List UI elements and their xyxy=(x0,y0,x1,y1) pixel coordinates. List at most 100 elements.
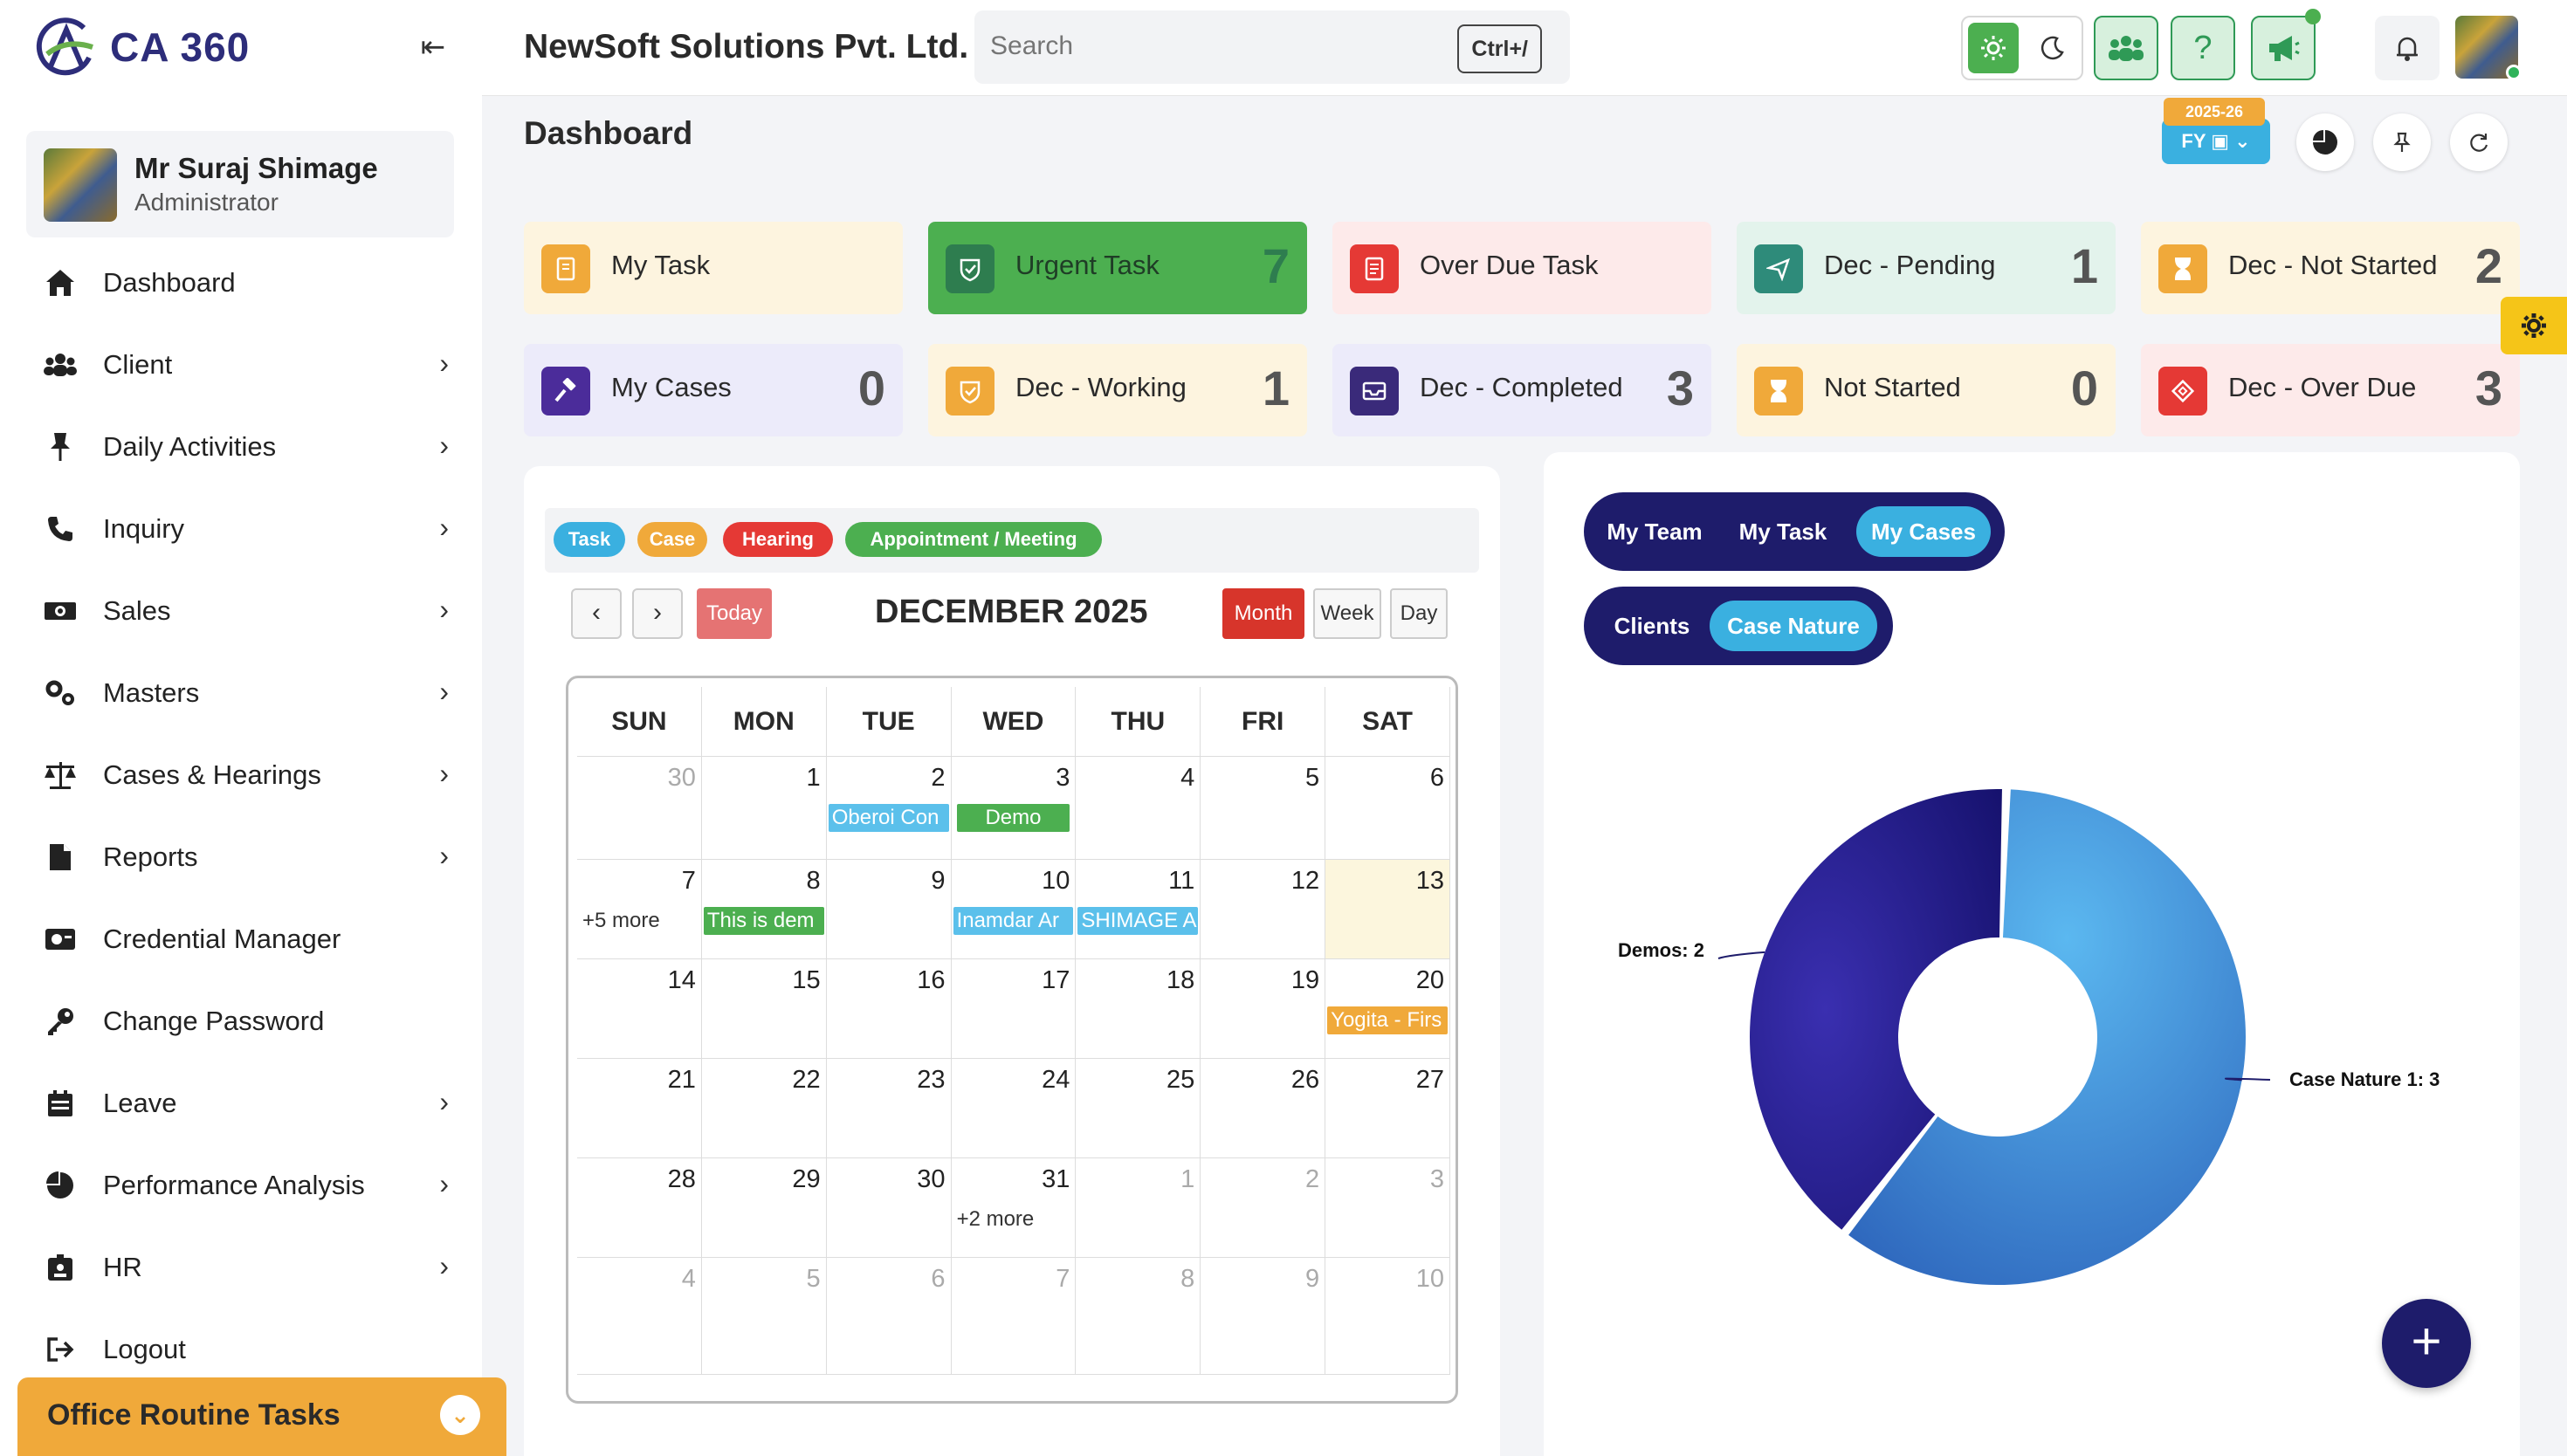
calendar-day-cell[interactable]: 17 xyxy=(951,959,1077,1059)
stat-card-dec-not-started[interactable]: Dec - Not Started 2 xyxy=(2141,222,2520,314)
calendar-day-cell[interactable]: 7 xyxy=(951,1258,1077,1375)
stat-card-over-due-task[interactable]: Over Due Task xyxy=(1332,222,1711,314)
calendar-day-cell[interactable]: 4 xyxy=(1076,757,1201,860)
calendar-day-cell[interactable]: 6 xyxy=(826,1258,952,1375)
calendar-event[interactable]: Yogita - Firs xyxy=(1327,1006,1448,1034)
sidebar-item-change-password[interactable]: Change Password xyxy=(38,995,449,1047)
sidebar-item-dashboard[interactable]: Dashboard xyxy=(38,257,449,309)
prev-month-button[interactable]: ‹ xyxy=(571,588,622,639)
calendar-day-cell[interactable]: 30 xyxy=(577,757,702,860)
today-button[interactable]: Today xyxy=(697,588,772,639)
sidebar-item-cases-hearings[interactable]: Cases & Hearings › xyxy=(38,749,449,801)
donut-slice-demos[interactable] xyxy=(1750,789,2002,1230)
calendar-day-cell[interactable]: 21 xyxy=(577,1059,702,1158)
calendar-day-cell[interactable]: 22 xyxy=(701,1059,827,1158)
calendar-day-cell[interactable]: 25 xyxy=(1076,1059,1201,1158)
calendar-event[interactable]: Demo xyxy=(956,804,1070,832)
calendar-day-cell[interactable]: 27 xyxy=(1325,1059,1450,1158)
stat-card-urgent-task[interactable]: Urgent Task 7 xyxy=(928,222,1307,314)
bell-icon[interactable] xyxy=(2375,16,2440,80)
calendar-day-cell[interactable]: 8 This is dem xyxy=(701,860,827,959)
day-view-button[interactable]: Day xyxy=(1390,588,1448,639)
tab-my-task[interactable]: My Task xyxy=(1738,519,1827,545)
week-view-button[interactable]: Week xyxy=(1313,588,1381,639)
office-routine-bar[interactable]: Office Routine Tasks ⌄ xyxy=(17,1377,506,1456)
help-icon[interactable]: ? xyxy=(2171,16,2235,80)
calendar-day-cell[interactable]: 3 xyxy=(1325,1158,1450,1258)
calendar-day-cell[interactable]: 28 xyxy=(577,1158,702,1258)
sidebar-item-sales[interactable]: Sales › xyxy=(38,585,449,637)
stat-card-dec-over-due[interactable]: Dec - Over Due 3 xyxy=(2141,344,2520,436)
calendar-day-cell[interactable]: 16 xyxy=(826,959,952,1059)
calendar-day-cell[interactable]: 31 +2 more xyxy=(951,1158,1077,1258)
sidebar-item-client[interactable]: Client › xyxy=(38,339,449,391)
calendar-day-cell[interactable]: 10 Inamdar Ar xyxy=(951,860,1077,959)
sidebar-item-credential-manager[interactable]: Credential Manager xyxy=(38,913,449,965)
megaphone-icon[interactable] xyxy=(2251,16,2316,80)
team-icon[interactable] xyxy=(2094,16,2158,80)
pin-icon[interactable] xyxy=(2373,113,2431,171)
calendar-day-cell[interactable]: 26 xyxy=(1201,1059,1326,1158)
calendar-day-cell[interactable]: 5 xyxy=(701,1258,827,1375)
calendar-day-cell[interactable]: 20 Yogita - Firs xyxy=(1325,959,1450,1059)
stat-card-dec-working[interactable]: Dec - Working 1 xyxy=(928,344,1307,436)
sidebar-item-leave[interactable]: Leave › xyxy=(38,1077,449,1130)
calendar-day-cell[interactable]: 3 Demo xyxy=(951,757,1077,860)
calendar-day-cell[interactable]: 4 xyxy=(577,1258,702,1375)
filter-chip-hearing[interactable]: Hearing xyxy=(723,522,833,557)
stat-card-not-started[interactable]: Not Started 0 xyxy=(1737,344,2116,436)
calendar-day-cell[interactable]: 13 xyxy=(1325,860,1450,959)
refresh-icon[interactable] xyxy=(2450,113,2508,171)
stat-card-my-task[interactable]: My Task xyxy=(524,222,903,314)
calendar-event[interactable]: Inamdar Ar xyxy=(953,907,1074,935)
sidebar-item-reports[interactable]: Reports › xyxy=(38,831,449,883)
calendar-day-cell[interactable]: 29 xyxy=(701,1158,827,1258)
search-input[interactable] xyxy=(990,24,1427,68)
calendar-day-cell[interactable]: 24 xyxy=(951,1059,1077,1158)
tab-clients[interactable]: Clients xyxy=(1614,613,1690,639)
calendar-day-cell[interactable]: 19 xyxy=(1201,959,1326,1059)
calendar-day-cell[interactable]: 11 SHIMAGE A xyxy=(1076,860,1201,959)
calendar-day-cell[interactable]: 12 xyxy=(1201,860,1326,959)
add-fab-button[interactable]: + xyxy=(2382,1299,2471,1388)
tab-my-cases[interactable]: My Cases xyxy=(1856,506,1991,557)
calendar-day-cell[interactable]: 6 xyxy=(1325,757,1450,860)
calendar-day-cell[interactable]: 2 Oberoi Con xyxy=(826,757,952,860)
calendar-day-cell[interactable]: 9 xyxy=(826,860,952,959)
search-box[interactable]: Ctrl+/ xyxy=(974,10,1570,84)
calendar-day-cell[interactable]: 10 xyxy=(1325,1258,1450,1375)
filter-chip-case[interactable]: Case xyxy=(637,522,707,557)
filter-chip-appointment-meeting[interactable]: Appointment / Meeting xyxy=(845,522,1102,557)
app-logo[interactable]: CA 360 xyxy=(31,12,250,82)
profile-card[interactable]: Mr Suraj Shimage Administrator xyxy=(26,131,454,237)
calendar-day-cell[interactable]: 23 xyxy=(826,1059,952,1158)
calendar-day-cell[interactable]: 9 xyxy=(1201,1258,1326,1375)
sun-icon[interactable] xyxy=(1968,23,2019,73)
calendar-day-cell[interactable]: 5 xyxy=(1201,757,1326,860)
sidebar-item-inquiry[interactable]: Inquiry › xyxy=(38,503,449,555)
calendar-day-cell[interactable]: 1 xyxy=(701,757,827,860)
donut-slice-case-nature-1[interactable] xyxy=(1848,789,2246,1285)
calendar-event[interactable]: Oberoi Con xyxy=(828,804,949,832)
next-month-button[interactable]: › xyxy=(632,588,683,639)
month-view-button[interactable]: Month xyxy=(1222,588,1304,639)
calendar-day-cell[interactable]: 18 xyxy=(1076,959,1201,1059)
calendar-day-cell[interactable]: 8 xyxy=(1076,1258,1201,1375)
calendar-day-cell[interactable]: 2 xyxy=(1201,1158,1326,1258)
tab-my-team[interactable]: My Team xyxy=(1607,519,1703,545)
sidebar-item-hr[interactable]: HR › xyxy=(38,1241,449,1294)
calendar-event[interactable]: SHIMAGE A xyxy=(1077,907,1199,935)
settings-gear-icon[interactable] xyxy=(2501,297,2567,354)
sidebar-item-masters[interactable]: Masters › xyxy=(38,667,449,719)
calendar-day-cell[interactable]: 14 xyxy=(577,959,702,1059)
moon-icon[interactable] xyxy=(2027,23,2078,73)
stat-card-dec-completed[interactable]: Dec - Completed 3 xyxy=(1332,344,1711,436)
sidebar-item-logout[interactable]: Logout xyxy=(38,1323,449,1376)
tab-case-nature[interactable]: Case Nature xyxy=(1710,601,1877,651)
more-events-link[interactable]: +5 more xyxy=(582,909,660,932)
pie-chart-icon[interactable] xyxy=(2296,113,2354,171)
calendar-day-cell[interactable]: 7 +5 more xyxy=(577,860,702,959)
calendar-day-cell[interactable]: 15 xyxy=(701,959,827,1059)
more-events-link[interactable]: +2 more xyxy=(956,1207,1035,1231)
stat-card-my-cases[interactable]: My Cases 0 xyxy=(524,344,903,436)
